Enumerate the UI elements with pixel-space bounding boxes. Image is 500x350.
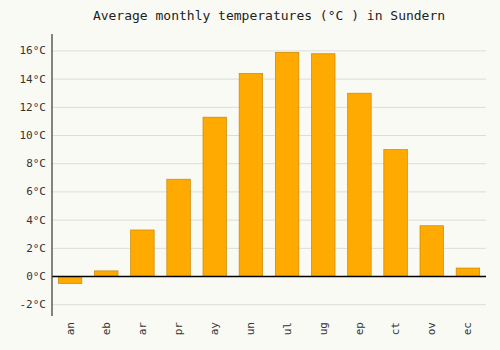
x-tick-label: eb: [100, 322, 113, 335]
y-tick-label: 14°C: [20, 73, 47, 86]
grid-line: [52, 304, 486, 305]
grid-line: [52, 163, 486, 164]
x-tick-label: an: [64, 322, 77, 335]
y-tick-label: 8°C: [26, 157, 46, 170]
chart-svg: Average monthly temperatures (°C ) in Su…: [0, 0, 500, 350]
y-tick-label: 10°C: [20, 129, 47, 142]
grid-line: [52, 191, 486, 192]
bar: [420, 226, 444, 277]
y-tick-labels: -2°C 0°C 2°C 4°C 6°C 8°C 10°C 12°C 14°C 16°C: [20, 44, 47, 311]
zero-line: [52, 276, 486, 278]
bar: [348, 93, 372, 276]
y-tick-label: 2°C: [26, 242, 46, 255]
bar: [167, 179, 191, 276]
bar: [275, 52, 299, 276]
x-tick-label: ov: [425, 322, 438, 336]
x-tick-label: ay: [208, 322, 221, 336]
grid-line: [52, 220, 486, 221]
x-tick-labels: an eb ar pr ay un ul ug ep ct ov ec: [64, 322, 475, 336]
y-axis-line: [51, 34, 52, 316]
grid-line: [52, 276, 486, 277]
y-tick-label: 16°C: [20, 44, 47, 57]
bar: [58, 277, 82, 284]
bar: [456, 268, 480, 276]
grid-line: [52, 79, 486, 80]
x-tick-label: un: [244, 322, 257, 335]
bar: [94, 271, 118, 277]
chart-container: Average monthly temperatures (°C ) in Su…: [0, 0, 500, 350]
grid-line: [52, 107, 486, 108]
y-tick-label: 0°C: [26, 270, 46, 283]
y-tick-label: 6°C: [26, 185, 46, 198]
x-tick-label: ul: [281, 322, 294, 335]
bar: [131, 230, 155, 277]
x-tick-label: pr: [172, 322, 185, 336]
bar: [384, 150, 408, 277]
bars: [58, 52, 479, 283]
bar: [203, 117, 227, 276]
x-tick-label: ep: [353, 322, 366, 335]
bar: [239, 73, 263, 276]
grid: [52, 51, 486, 305]
y-tick-label: -2°C: [20, 298, 47, 311]
bar: [311, 54, 335, 277]
x-tick-label: ug: [317, 322, 330, 335]
grid-line: [52, 50, 486, 51]
title: Average monthly temperatures (°C ) in Su…: [93, 8, 445, 23]
y-tick-label: 4°C: [26, 214, 46, 227]
x-tick-label: ec: [461, 322, 474, 335]
x-tick-label: ct: [389, 322, 402, 335]
x-tick-label: ar: [136, 322, 149, 336]
y-tick-label: 12°C: [20, 101, 47, 114]
grid-line: [52, 135, 486, 136]
